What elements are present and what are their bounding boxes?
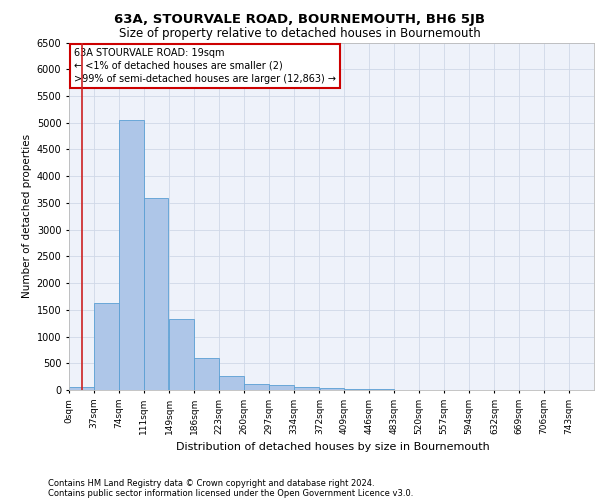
Bar — [219, 376, 244, 390]
Bar — [194, 358, 219, 390]
Text: 63A STOURVALE ROAD: 19sqm
← <1% of detached houses are smaller (2)
>99% of semi-: 63A STOURVALE ROAD: 19sqm ← <1% of detac… — [74, 48, 336, 84]
Bar — [294, 386, 319, 390]
Bar — [244, 384, 269, 390]
Bar — [269, 385, 293, 390]
Text: 63A, STOURVALE ROAD, BOURNEMOUTH, BH6 5JB: 63A, STOURVALE ROAD, BOURNEMOUTH, BH6 5J… — [115, 12, 485, 26]
Bar — [320, 388, 344, 390]
Text: Contains HM Land Registry data © Crown copyright and database right 2024.: Contains HM Land Registry data © Crown c… — [48, 478, 374, 488]
Text: Size of property relative to detached houses in Bournemouth: Size of property relative to detached ho… — [119, 28, 481, 40]
Text: Contains public sector information licensed under the Open Government Licence v3: Contains public sector information licen… — [48, 488, 413, 498]
Bar — [344, 389, 369, 390]
Bar — [119, 120, 143, 390]
Bar — [69, 388, 94, 390]
Bar — [169, 320, 194, 390]
Bar — [94, 304, 119, 390]
Bar — [144, 198, 169, 390]
Y-axis label: Number of detached properties: Number of detached properties — [22, 134, 32, 298]
Text: Distribution of detached houses by size in Bournemouth: Distribution of detached houses by size … — [176, 442, 490, 452]
